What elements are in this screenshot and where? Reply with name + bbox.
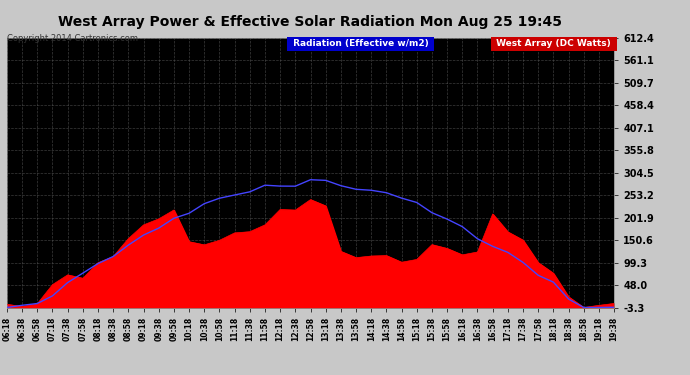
Text: West Array (DC Watts): West Array (DC Watts) xyxy=(493,39,614,48)
Text: Copyright 2014 Cartronics.com: Copyright 2014 Cartronics.com xyxy=(7,34,138,43)
Text: West Array Power & Effective Solar Radiation Mon Aug 25 19:45: West Array Power & Effective Solar Radia… xyxy=(59,15,562,29)
Text: Radiation (Effective w/m2): Radiation (Effective w/m2) xyxy=(290,39,432,48)
